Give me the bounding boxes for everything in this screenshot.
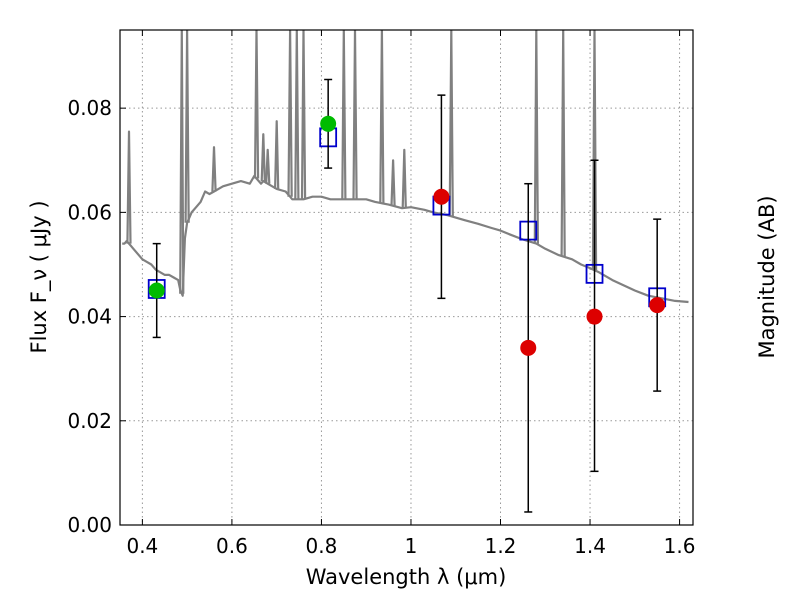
x-tick-label: 1: [405, 534, 418, 558]
axis-ticks: 0.40.60.811.21.41.60.000.020.040.060.082…: [67, 30, 696, 558]
model-emission-line: [401, 148, 407, 208]
error-bars: [152, 78, 662, 513]
model-emission-line: [179, 30, 185, 294]
model-emission-line: [184, 30, 190, 223]
nir-point: [520, 339, 537, 356]
y-tick-label: 0.08: [67, 96, 112, 120]
x-tick-label: 1.4: [574, 534, 606, 558]
model-emission-line: [265, 148, 271, 184]
model-emission-line: [253, 30, 260, 179]
y-axis-right-label: Magnitude (AB): [755, 195, 779, 358]
plot-frame: [119, 29, 694, 526]
optical-point: [148, 282, 165, 299]
model-emission-line: [287, 30, 293, 197]
x-tick-label: 0.6: [216, 534, 248, 558]
model-emission-line: [294, 30, 300, 200]
y-tick-label: 0.02: [67, 409, 112, 433]
model-spectrum: [122, 30, 689, 304]
model-emission-line: [448, 30, 454, 217]
model-emission-line: [352, 30, 358, 200]
y-axis-label: Flux F_ν ( μJy ): [27, 200, 52, 353]
model-emission-line: [390, 159, 396, 206]
model-emission-line: [533, 30, 539, 244]
nir-point: [433, 188, 450, 205]
model-emission-line: [260, 133, 266, 182]
model-emission-line: [126, 130, 132, 244]
model-emission-line: [274, 120, 280, 189]
x-tick-label: 1.6: [664, 534, 696, 558]
model-emission-line: [341, 30, 347, 200]
nir-point: [649, 297, 666, 314]
y-tick-label: 0.06: [67, 200, 112, 224]
y-tick-label: 0.00: [67, 513, 112, 537]
x-tick-label: 0.4: [126, 534, 158, 558]
y-tick-label: 0.04: [67, 305, 112, 329]
model-emission-line: [300, 30, 307, 200]
optical-point: [320, 115, 337, 132]
model-emission-line: [211, 146, 217, 192]
model-photometry-series: [147, 127, 667, 308]
model-emission-line: [379, 30, 385, 204]
x-axis-label: Wavelength λ (μm): [306, 565, 507, 589]
nir-point: [586, 308, 603, 325]
x-tick-label: 0.8: [306, 534, 338, 558]
plot-data-area: [122, 30, 689, 513]
model-emission-line: [591, 30, 598, 271]
observed-points: [148, 115, 666, 356]
x-tick-label: 1.2: [485, 534, 517, 558]
model-emission-line: [560, 30, 566, 257]
